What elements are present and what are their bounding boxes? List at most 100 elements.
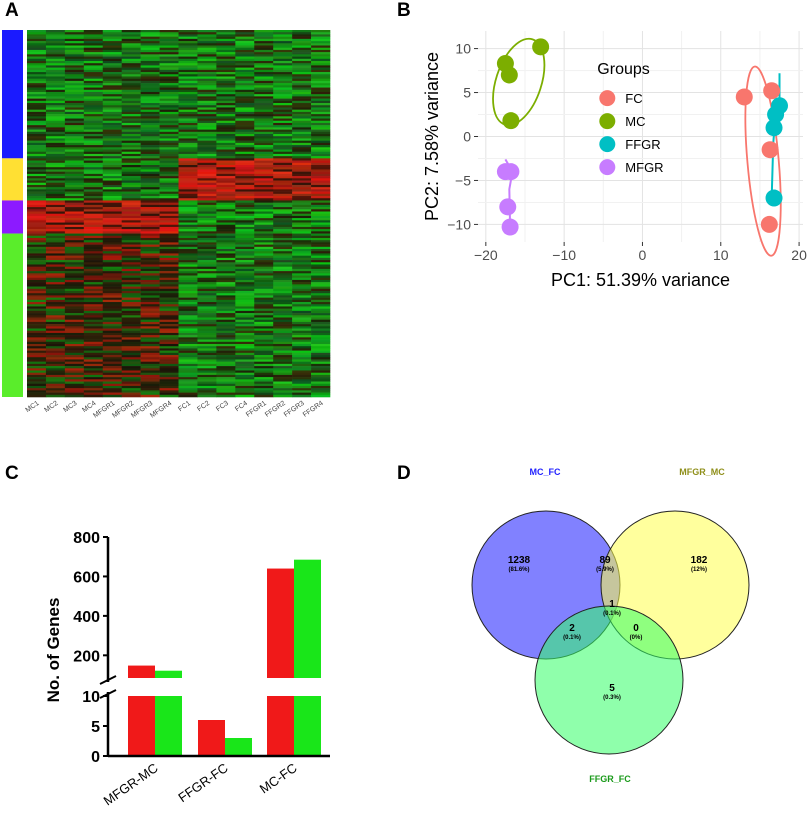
heatmap-cell [102,96,122,99]
heatmap-cell [64,249,85,252]
heatmap-cell [178,251,198,254]
heatmap-cell [273,125,293,128]
heatmap-cell [27,229,47,232]
heatmap-cell [292,388,312,391]
heatmap-cell [159,368,179,371]
heatmap-cell [216,116,236,119]
heatmap-cell [45,335,66,338]
heatmap-cell [64,52,85,55]
heatmap-cell [45,374,66,378]
heatmap-cell [45,63,66,66]
heatmap-cell [197,72,217,75]
heatmap-cell [178,324,198,327]
heatmap-cell [45,293,66,296]
heatmap-cell [121,80,141,84]
heatmap-cell [216,224,236,228]
heatmap-cell [292,306,312,309]
y-tick-label: 600 [73,569,100,586]
heatmap-cell [45,346,66,349]
heatmap-cell [235,271,255,274]
heatmap-cell [197,255,217,259]
heatmap-cell [140,324,160,327]
heatmap-cell [83,277,104,281]
heatmap-cell [311,233,331,237]
heatmap-cell [121,218,141,221]
heatmap-cell [27,211,47,215]
heatmap-cell [83,45,104,49]
heatmap-cell [197,288,217,292]
heatmap-cell [83,78,104,82]
heatmap-cell [27,198,47,201]
heatmap-cell [45,151,66,155]
heatmap-cell [311,167,331,170]
heatmap-cell [140,359,160,362]
heatmap-cell [27,297,47,301]
heatmap-cell [45,240,66,243]
heatmap-cell [27,332,47,336]
heatmap-cell [83,207,104,210]
heatmap-cell [83,383,104,387]
heatmap-cell [140,299,160,303]
heatmap-cell [292,74,312,77]
heatmap-cell [121,295,141,298]
heatmap-cell [121,120,141,124]
heatmap-cell [140,310,160,314]
heatmap-cell [235,355,255,358]
heatmap-cell [159,202,179,206]
heatmap-cell [197,341,217,345]
heatmap-cell [216,178,236,181]
heatmap-cell [311,313,331,316]
heatmap-cell [311,226,331,230]
heatmap-cell [254,275,274,279]
heatmap-cell [140,36,160,40]
heatmap-cell [235,220,255,223]
heatmap-cell [216,313,236,316]
heatmap-cell [121,335,141,338]
heatmap-cell [45,370,66,374]
heatmap-cell [45,162,66,166]
heatmap-cell [102,293,122,296]
heatmap-cell [197,131,217,135]
heatmap-cell [140,120,160,124]
heatmap-cell [216,279,236,283]
heatmap-cell [235,319,255,323]
heatmap-cell [83,213,104,217]
heatmap-cell [83,271,104,274]
heatmap-cell [102,207,122,210]
heatmap-cell [235,129,255,133]
heatmap-cell [235,328,255,332]
panel-label-a: A [5,0,19,21]
heatmap-cell [178,153,198,157]
heatmap-cell [45,299,66,303]
heatmap-cell [273,30,293,33]
heatmap-cell [235,109,255,113]
heatmap-cell [273,176,293,179]
heatmap-cell [235,136,255,139]
heatmap-cell [197,366,217,369]
heatmap-cell [197,138,217,141]
heatmap-cell [254,282,274,285]
heatmap-cell [102,282,122,285]
heatmap-cell [235,65,255,68]
axis-break-mark [99,689,117,699]
heatmap-cell [292,162,312,166]
heatmap-cell [197,100,217,104]
heatmap-cell [45,91,66,95]
heatmap-cell [311,94,331,97]
heatmap-cell [102,310,122,314]
heatmap-cell [27,268,47,272]
heatmap-cell [64,54,85,57]
heatmap-cell [140,49,160,53]
heatmap-cell [45,288,66,292]
heatmap-cell [64,173,85,177]
heatmap-cell [216,127,236,130]
heatmap-cell [216,253,236,256]
heatmap-cell [121,156,141,159]
heatmap-cell [178,293,198,296]
heatmap-cell [292,310,312,314]
heatmap-cell [83,257,104,261]
heatmap-cell [64,41,85,44]
heatmap-cell [27,359,47,362]
heatmap-cell [64,284,85,287]
heatmap-cell [121,240,141,243]
